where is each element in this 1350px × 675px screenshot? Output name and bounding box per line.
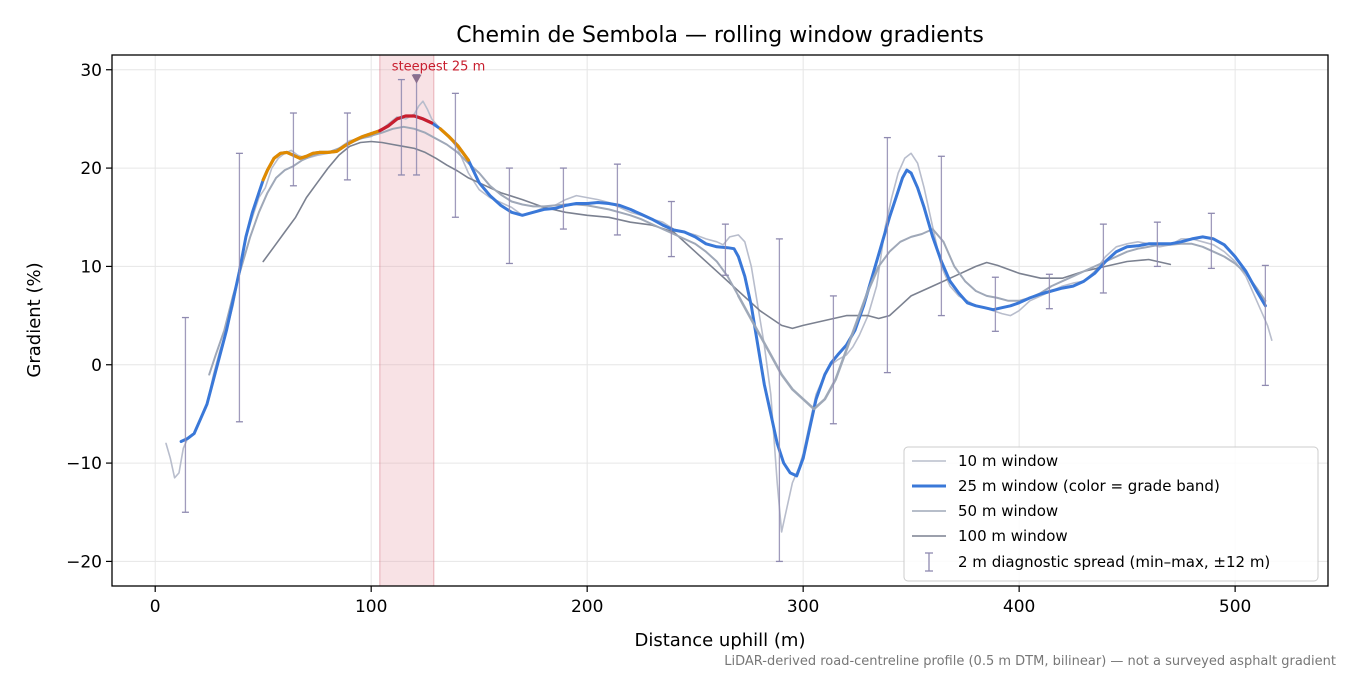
series-layer — [165, 100, 1273, 533]
y-tick-label: −10 — [66, 454, 102, 474]
annotation-layer: steepest 25 m — [392, 60, 485, 84]
error-bar — [937, 155, 945, 317]
x-tick-label: 400 — [1003, 597, 1035, 617]
series-10m-line — [165, 100, 1273, 533]
error-bar — [559, 167, 567, 230]
x-tick-label: 0 — [150, 597, 161, 617]
steepest-band — [379, 54, 435, 587]
y-axis-label: Gradient (%) — [24, 262, 45, 377]
legend: 10 m window 25 m window (color = grade b… — [903, 446, 1319, 582]
y-tick-label: 20 — [80, 159, 102, 179]
error-bar — [667, 200, 675, 258]
footnote: LiDAR-derived road-centreline profile (0… — [724, 654, 1336, 669]
x-axis-label: Distance uphill (m) — [635, 630, 806, 651]
error-bar — [1261, 264, 1269, 387]
legend-label-25m: 25 m window (color = grade band) — [958, 477, 1220, 495]
annotation-label: steepest 25 m — [392, 60, 485, 75]
legend-label-50m: 50 m window — [958, 502, 1058, 520]
series-50m-overlay — [737, 265, 880, 411]
legend-label-errorbar: 2 m diagnostic spread (min–max, ±12 m) — [958, 553, 1270, 571]
series-25m-steep-segment — [261, 129, 382, 182]
error-bar — [1207, 212, 1215, 270]
error-bar — [829, 295, 837, 425]
plot-frame — [111, 54, 1329, 587]
series-25m-steepest-segment — [378, 114, 434, 133]
x-tick-label: 500 — [1219, 597, 1251, 617]
y-tick-label: 10 — [80, 257, 102, 277]
error-bar — [1099, 223, 1107, 294]
error-bar — [451, 92, 459, 218]
series-25m-steep-segment — [438, 127, 470, 162]
y-tick-label: −20 — [66, 552, 102, 572]
legend-swatch-errorbar — [925, 552, 933, 572]
annotation-marker — [411, 74, 422, 84]
x-tick-label: 300 — [787, 597, 819, 617]
y-tick-label: 30 — [80, 61, 102, 81]
error-bar — [397, 78, 405, 176]
error-bar — [1045, 273, 1053, 310]
error-bar-layer — [181, 74, 1269, 563]
legend-label-100m: 100 m window — [958, 527, 1068, 545]
series-100m-line — [262, 140, 1172, 330]
error-bar — [991, 276, 999, 332]
error-bar — [181, 316, 189, 513]
legend-label-10m: 10 m window — [958, 452, 1058, 470]
x-tick-label: 200 — [571, 597, 603, 617]
error-bar — [613, 163, 621, 236]
y-tick-label: 0 — [91, 356, 102, 376]
error-bar — [343, 112, 351, 181]
x-tick-label: 100 — [355, 597, 387, 617]
error-bar — [235, 152, 243, 423]
error-bar — [721, 223, 729, 276]
error-bar — [505, 167, 513, 265]
legend-box — [903, 446, 1319, 582]
steepest-band-layer — [379, 54, 435, 587]
error-bar — [289, 112, 297, 187]
chart-title: Chemin de Sembola — rolling window gradi… — [456, 23, 984, 48]
error-bar — [883, 136, 891, 374]
axis-ticks: 0 100 200 300 400 500 −20 −10 0 10 20 30 — [66, 61, 1251, 617]
error-bar — [1153, 221, 1161, 268]
error-bar — [775, 238, 783, 563]
